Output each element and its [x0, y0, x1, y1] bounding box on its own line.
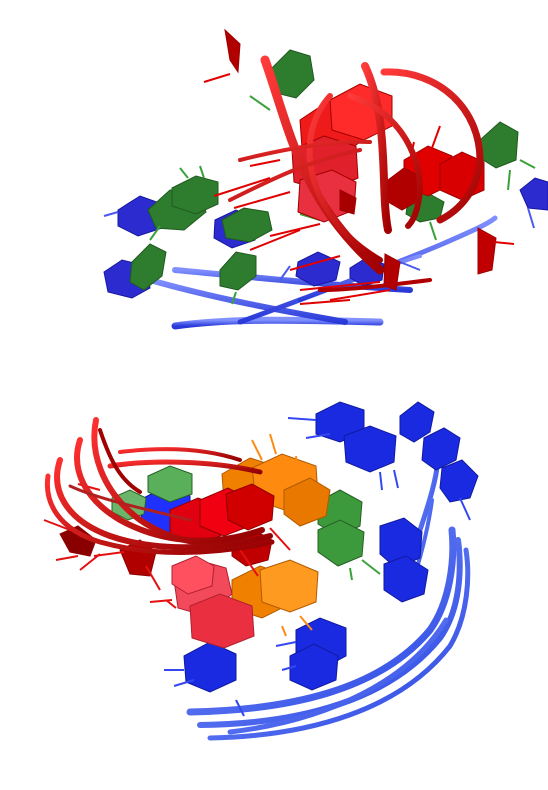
- blue-sticks: [103, 207, 535, 281]
- green-bases: [129, 49, 519, 291]
- red-strand-backbone: [44, 417, 275, 555]
- pink-bases: [171, 555, 255, 649]
- top-structure-view: [0, 0, 548, 360]
- blue-strand-backbone: [186, 457, 471, 741]
- red-strand-backbone: [228, 55, 484, 292]
- top-structure-svg: [103, 28, 548, 330]
- bottom-structure-svg: [43, 401, 479, 741]
- blue-sticks: [164, 417, 471, 717]
- bottom-structure-view: [0, 380, 548, 790]
- red-sticks: [203, 73, 515, 305]
- orange-sticks: [251, 433, 313, 637]
